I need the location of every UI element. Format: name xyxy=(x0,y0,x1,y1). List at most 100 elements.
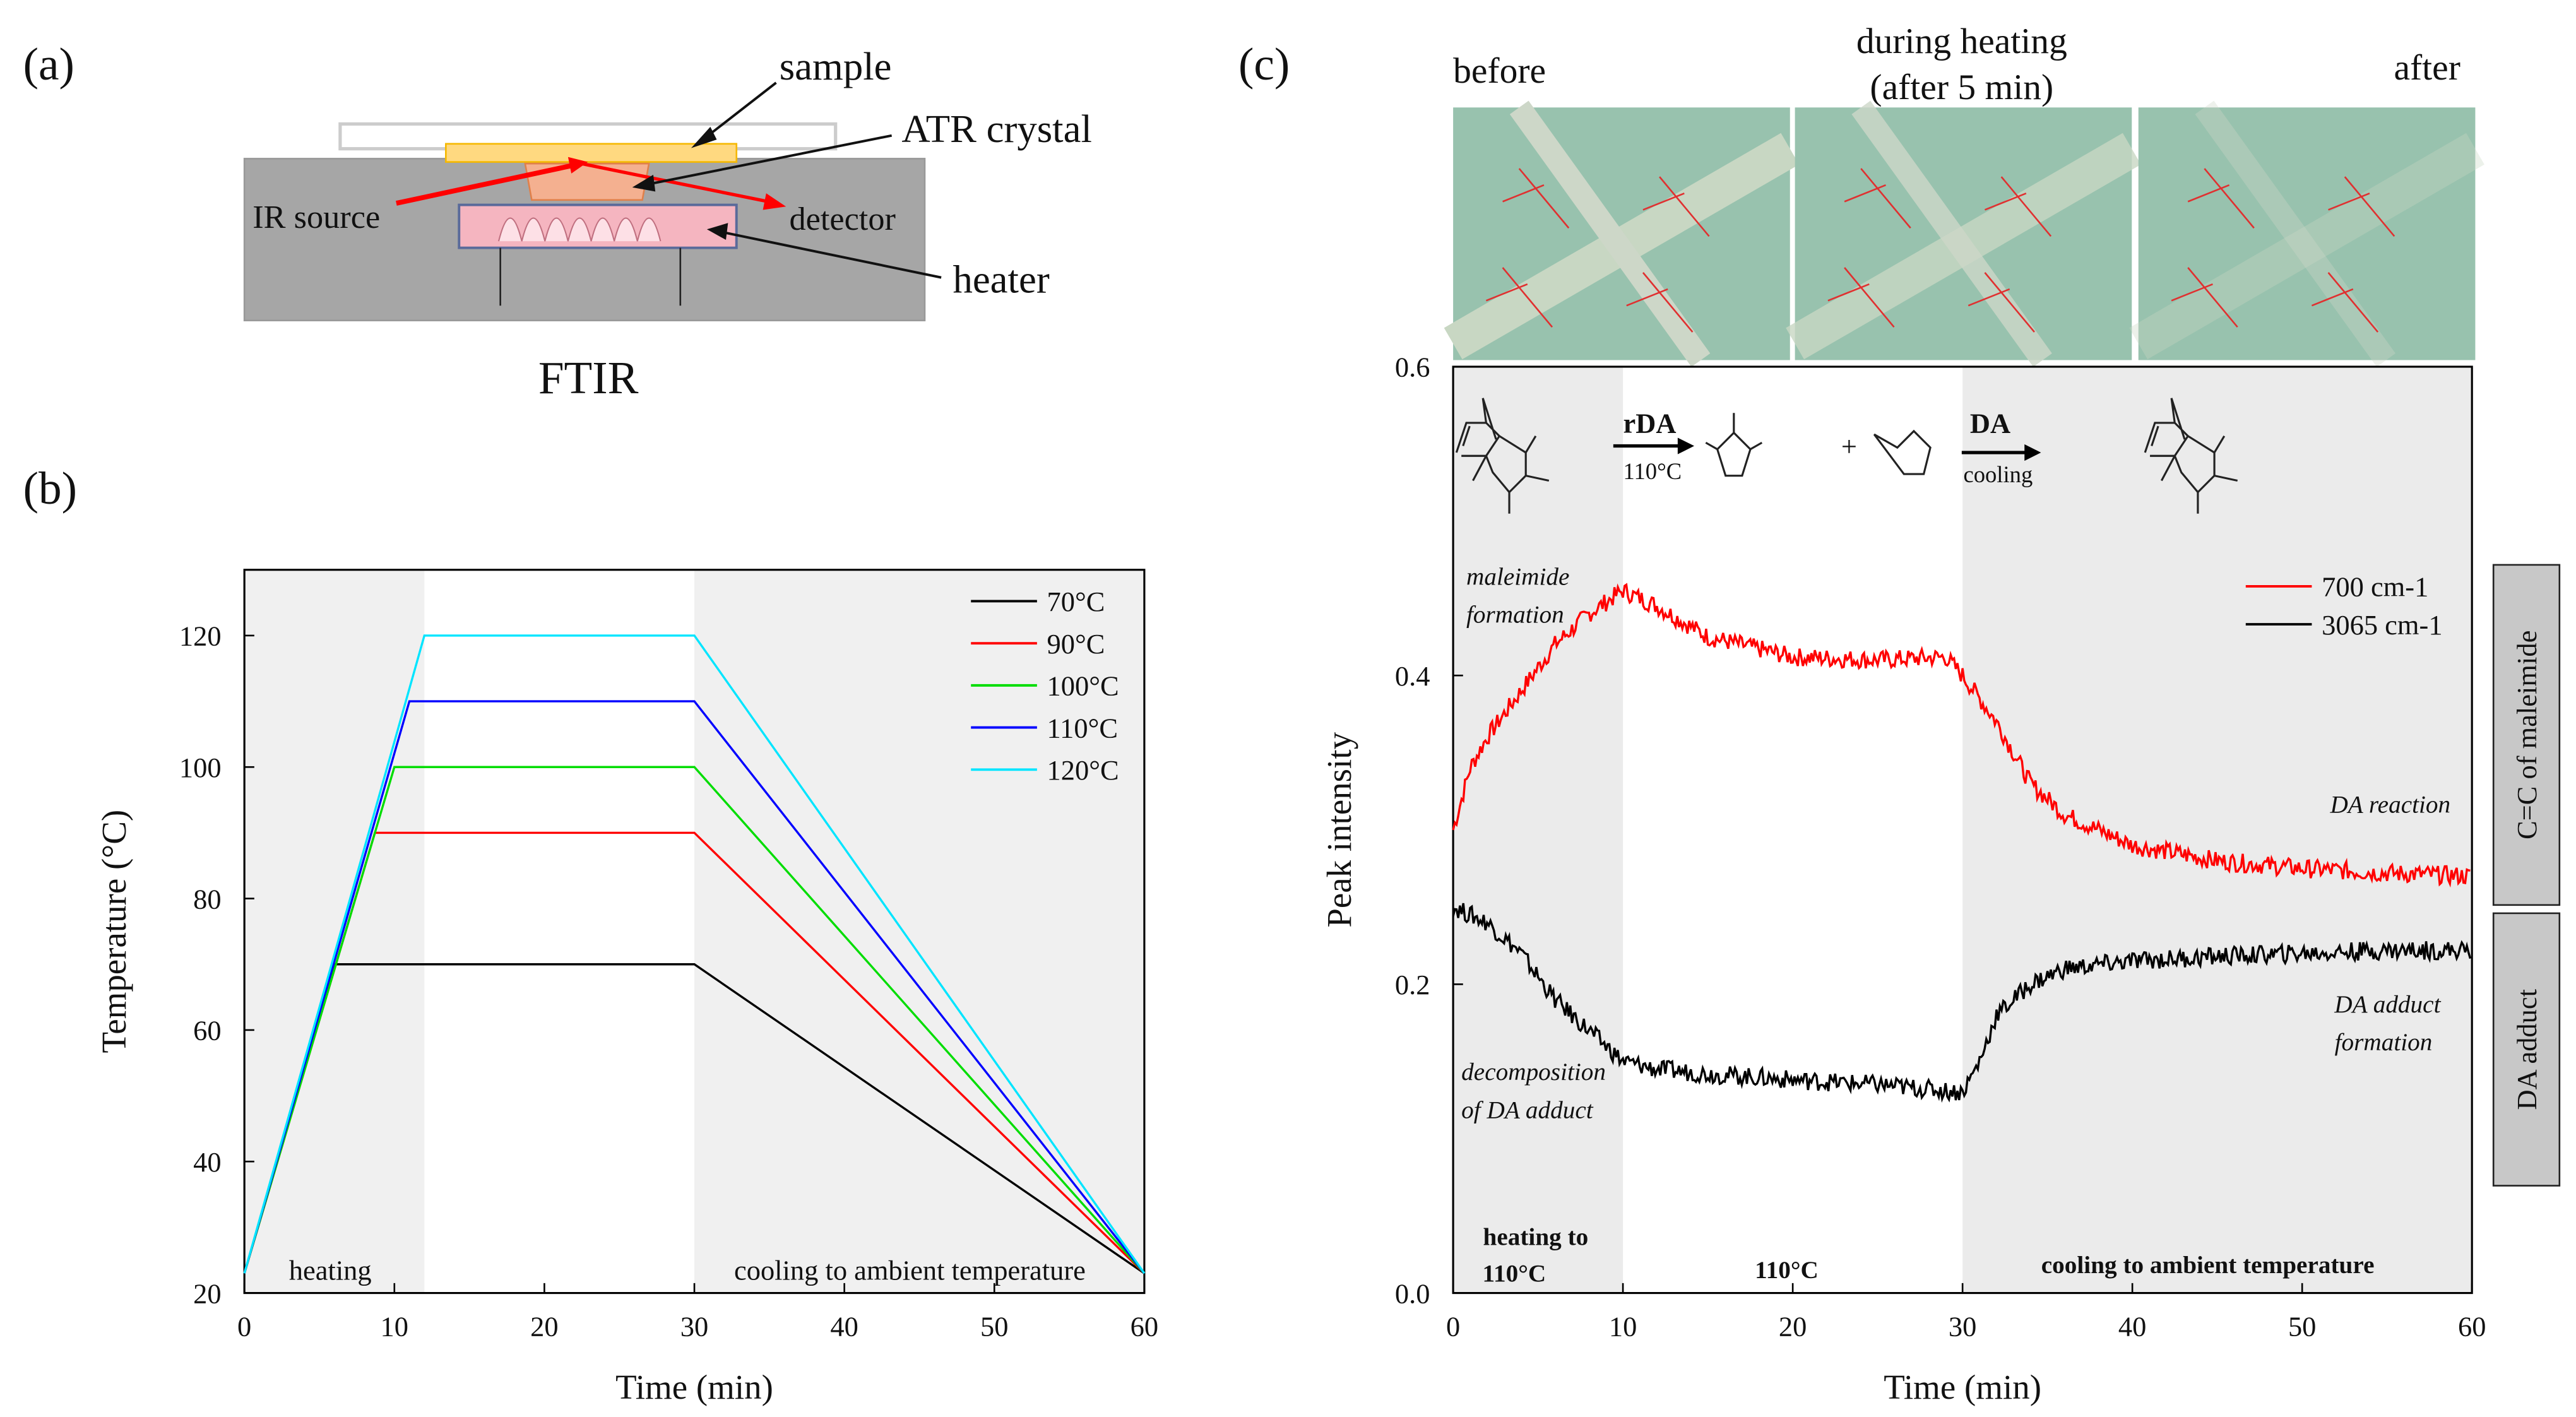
measurement-mark xyxy=(1984,193,2027,211)
fiber xyxy=(2129,133,2484,360)
annotation-maleimide-2: formation xyxy=(1466,601,1564,628)
photo-label-during-time: (after 5 min) xyxy=(1870,68,2053,107)
fiber xyxy=(1509,100,1711,367)
y-axis-label: Peak intensity xyxy=(1320,732,1358,927)
micrograph-during xyxy=(1786,100,2141,367)
side-box-label-top: C=C of maleimide xyxy=(2511,631,2543,839)
x-tick-label: 60 xyxy=(2458,1311,2486,1343)
x-tick-label: 60 xyxy=(1131,1311,1158,1343)
da-arrowhead xyxy=(2024,444,2041,461)
rda-condition: 110°C xyxy=(1623,458,1682,484)
y-axis-label: Temperature (°C) xyxy=(95,810,133,1053)
annotation-decomp-2: of DA adduct xyxy=(1461,1096,1594,1124)
rda-label: rDA xyxy=(1623,408,1677,439)
bond-lines xyxy=(1873,429,1932,475)
fiber xyxy=(2195,100,2396,367)
y-tick-label: 120 xyxy=(179,620,222,652)
region-label-heating: heating to xyxy=(1483,1224,1589,1251)
y-tick-label: 100 xyxy=(179,752,222,783)
sample-layer xyxy=(445,143,738,163)
annotation-da-reaction: DA reaction xyxy=(2329,791,2450,818)
region-label-cooling: cooling to ambient temperature xyxy=(734,1255,1086,1286)
micrograph-background xyxy=(2138,107,2476,360)
bond-lines xyxy=(1455,398,1550,514)
x-tick-label: 10 xyxy=(381,1311,408,1343)
x-tick-label: 40 xyxy=(830,1311,858,1343)
legend-entry: 70°C xyxy=(1047,586,1105,617)
measurement-mark xyxy=(2327,272,2379,333)
side-box-top xyxy=(2492,564,2561,906)
x-tick-label: 0 xyxy=(237,1311,251,1343)
fiber xyxy=(1851,100,2052,367)
bond-lines xyxy=(2144,398,2238,514)
series-line-3065cm1 xyxy=(1452,903,2472,1103)
legend-entry: 700 cm-1 xyxy=(2322,571,2428,603)
micrograph-after xyxy=(2129,100,2484,367)
da-adduct-structure-icon xyxy=(2144,398,2238,514)
measurement-mark xyxy=(2328,193,2370,211)
x-tick-label: 20 xyxy=(530,1311,558,1343)
x-tick-label: 30 xyxy=(1949,1311,1976,1343)
panel-c-label: (c) xyxy=(1238,39,1290,90)
region-label-heating-temp: 110°C xyxy=(1483,1260,1546,1287)
panel-a-diagram: (a) sample ATR crystal IR source detecto… xyxy=(23,39,1092,403)
series-line-100c xyxy=(243,766,1146,1274)
x-axis-label: Time (min) xyxy=(1884,1368,2041,1406)
maleimide-structure-icon xyxy=(1705,413,1763,477)
measurement-mark xyxy=(2171,283,2213,302)
y-tick-label: 80 xyxy=(193,883,221,915)
region-label-isothermal: 110°C xyxy=(1755,1257,1819,1284)
measurement-mark xyxy=(1659,176,1710,237)
ftir-title: FTIR xyxy=(538,352,639,403)
photo-label-after: after xyxy=(2394,48,2460,88)
measurement-mark xyxy=(1860,168,1911,229)
measurement-mark xyxy=(2000,176,2052,237)
measurement-mark xyxy=(1642,272,1694,333)
ir-beam-out xyxy=(581,162,777,205)
micrograph-before xyxy=(1444,100,1800,367)
legend-entry: 110°C xyxy=(1047,712,1118,744)
region-label-cooling: cooling to ambient temperature xyxy=(2041,1252,2375,1279)
measurement-mark xyxy=(1844,267,1895,328)
y-tick-label: 60 xyxy=(193,1015,221,1046)
measurement-mark xyxy=(1518,168,1570,229)
side-box-label-bottom: DA adduct xyxy=(2511,988,2543,1110)
y-tick-label: 0.6 xyxy=(1395,352,1430,383)
x-tick-label: 10 xyxy=(1609,1311,1637,1343)
rda-arrowhead xyxy=(1677,437,1695,454)
heater-coil xyxy=(498,217,662,242)
measurement-mark xyxy=(1485,283,1528,302)
y-tick-label: 0.4 xyxy=(1395,660,1430,692)
da-adduct-structure-icon xyxy=(1455,398,1550,514)
legend-entry: 3065 cm-1 xyxy=(2322,609,2442,641)
x-tick-label: 40 xyxy=(2118,1311,2146,1343)
x-tick-label: 0 xyxy=(1446,1311,1460,1343)
annotation-adduct-1: DA adduct xyxy=(2334,991,2441,1018)
annotation-maleimide-1: maleimide xyxy=(1466,563,1569,590)
legend-entry: 100°C xyxy=(1047,670,1119,702)
measurement-mark xyxy=(1502,184,1545,203)
side-box-bottom xyxy=(2492,912,2561,1187)
measurement-mark xyxy=(1626,288,1668,307)
legend-entry: 120°C xyxy=(1047,754,1119,786)
panel-a-label: (a) xyxy=(23,39,74,90)
furan-structure-icon xyxy=(1873,429,1932,475)
shaded-region xyxy=(694,569,1144,1293)
plus-sign: + xyxy=(1841,430,1857,462)
measurement-mark xyxy=(1502,267,1553,328)
measurement-mark xyxy=(1984,272,2035,333)
measurement-mark xyxy=(2344,176,2395,237)
measurement-mark xyxy=(1844,184,1886,203)
annotation-adduct-2: formation xyxy=(2335,1029,2433,1056)
x-axis-label: Time (min) xyxy=(615,1368,773,1406)
region-label-heating: heating xyxy=(289,1255,372,1286)
bond-lines xyxy=(1705,413,1763,477)
measurement-mark xyxy=(1968,288,2010,307)
y-tick-label: 0.0 xyxy=(1395,1278,1430,1309)
shaded-region xyxy=(1453,366,1623,1293)
label-detector: detector xyxy=(789,201,895,237)
shaded-region xyxy=(1962,366,2472,1293)
x-tick-label: 50 xyxy=(980,1311,1008,1343)
measurement-mark xyxy=(2187,267,2238,328)
